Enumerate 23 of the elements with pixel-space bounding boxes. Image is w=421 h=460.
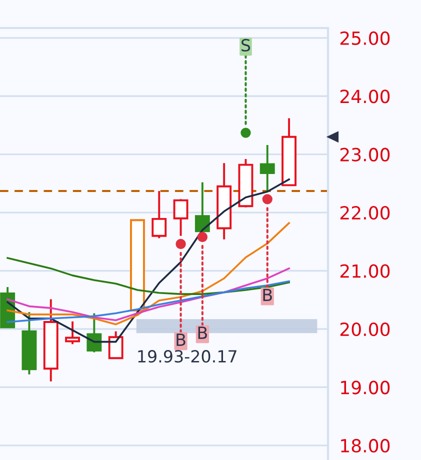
- point: [197, 232, 208, 242]
- y-tick-label: 24.00: [340, 90, 390, 104]
- y-tick-label: 20.00: [340, 322, 390, 336]
- y-tick-label: 25.00: [340, 31, 390, 46]
- data-label: B: [176, 334, 186, 346]
- candlestick: [86, 312, 102, 354]
- data-label: B: [263, 288, 272, 301]
- y-tick-label: 22.00: [340, 206, 390, 220]
- point: [262, 194, 272, 204]
- data-label: S: [242, 38, 250, 52]
- data-label: B: [198, 326, 207, 339]
- y-tick-label: 23.00: [340, 148, 390, 162]
- candlestick: [173, 198, 188, 237]
- y-tick-label: 21.00: [340, 264, 390, 278]
- candlestick: [108, 330, 124, 360]
- point: [176, 238, 186, 250]
- band-label: 19.93-20.17: [138, 350, 236, 363]
- y-tick-label: 19.00: [341, 380, 390, 394]
- candlestick: [152, 190, 167, 240]
- candlestick: [260, 144, 275, 194]
- candlestick: [65, 320, 80, 346]
- y-tick-label: 18.00: [341, 438, 390, 453]
- point: [240, 128, 251, 138]
